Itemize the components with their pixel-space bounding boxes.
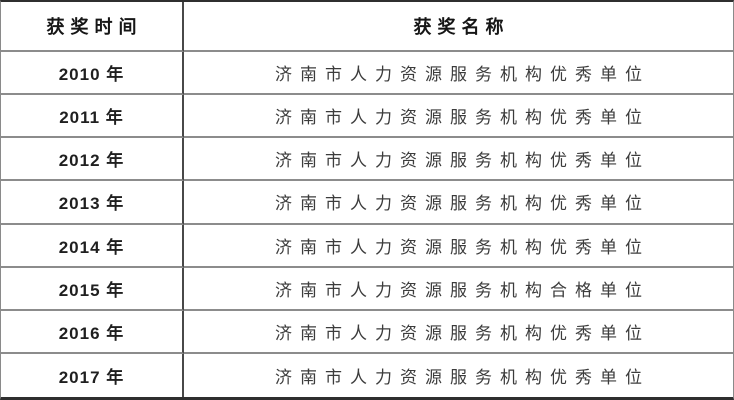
award-value: 济南市人力资源服务机构优秀单位 [275, 323, 650, 343]
award-value: 济南市人力资源服务机构优秀单位 [275, 194, 650, 214]
year-cell: 2017 年 [1, 353, 184, 397]
award-cell: 济南市人力资源服务机构优秀单位 [184, 138, 733, 182]
year-value: 2012 年 [58, 151, 125, 171]
year-cell: 2011 年 [1, 95, 184, 139]
year-cell: 2015 年 [1, 267, 184, 311]
award-value: 济南市人力资源服务机构优秀单位 [275, 237, 650, 257]
award-value: 济南市人力资源服务机构合格单位 [275, 280, 650, 300]
year-cell: 2014 年 [1, 224, 184, 268]
award-value: 济南市人力资源服务机构优秀单位 [275, 367, 650, 387]
year-value: 2017 年 [58, 367, 125, 387]
year-cell: 2010 年 [1, 52, 184, 96]
table-row: 2010 年 济南市人力资源服务机构优秀单位 [1, 52, 733, 96]
table-row: 2012 年 济南市人力资源服务机构优秀单位 [1, 138, 733, 182]
table-row: 2017 年 济南市人力资源服务机构优秀单位 [1, 353, 733, 397]
table-row: 2013 年 济南市人力资源服务机构优秀单位 [1, 181, 733, 225]
table-row: 2016 年 济南市人力资源服务机构优秀单位 [1, 310, 733, 354]
table-row: 2011 年 济南市人力资源服务机构优秀单位 [1, 95, 733, 139]
award-value: 济南市人力资源服务机构优秀单位 [275, 151, 650, 171]
award-cell: 济南市人力资源服务机构优秀单位 [184, 52, 733, 96]
year-value: 2014 年 [58, 237, 125, 257]
award-cell: 济南市人力资源服务机构优秀单位 [184, 354, 733, 397]
award-cell: 济南市人力资源服务机构优秀单位 [184, 311, 733, 354]
award-cell: 济南市人力资源服务机构合格单位 [184, 268, 733, 311]
award-cell: 济南市人力资源服务机构优秀单位 [184, 181, 733, 225]
table-header-row: 获奖时间 获奖名称 [1, 2, 733, 52]
year-value: 2013 年 [58, 194, 125, 214]
year-cell: 2016 年 [1, 310, 184, 354]
award-cell: 济南市人力资源服务机构优秀单位 [184, 225, 733, 268]
table-row: 2015 年 济南市人力资源服务机构合格单位 [1, 267, 733, 311]
year-value: 2011 年 [59, 108, 124, 128]
year-cell: 2012 年 [1, 138, 184, 182]
header-cell-award-time: 获奖时间 [1, 2, 184, 52]
year-value: 2015 年 [58, 280, 125, 300]
year-cell: 2013 年 [1, 181, 184, 225]
award-value: 济南市人力资源服务机构优秀单位 [275, 108, 650, 128]
header-label-award-time: 获奖时间 [46, 17, 143, 37]
award-cell: 济南市人力资源服务机构优秀单位 [184, 95, 733, 139]
year-value: 2010 年 [58, 65, 125, 85]
header-cell-award-name: 获奖名称 [184, 2, 733, 52]
table-row: 2014 年 济南市人力资源服务机构优秀单位 [1, 224, 733, 268]
year-value: 2016 年 [58, 323, 125, 343]
header-label-award-name: 获奖名称 [413, 17, 510, 37]
award-value: 济南市人力资源服务机构优秀单位 [275, 65, 650, 85]
